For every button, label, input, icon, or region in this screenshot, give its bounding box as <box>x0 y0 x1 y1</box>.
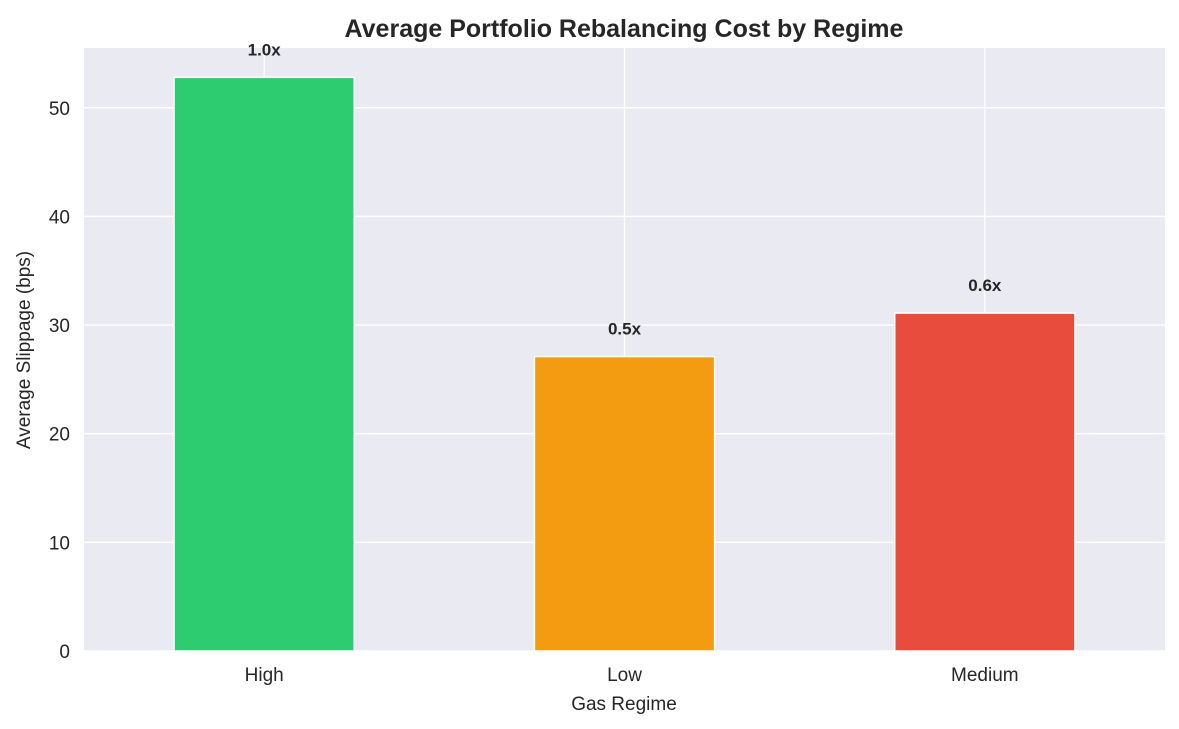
y-axis-label: Average Slippage (bps) <box>14 251 35 449</box>
bar-data-label: 1.0x <box>248 40 282 59</box>
bar-data-label: 0.6x <box>968 276 1002 295</box>
x-tick-label: High <box>245 665 284 686</box>
y-tick-label: 10 <box>49 533 70 554</box>
y-tick-labels: 0 10 20 30 40 50 <box>49 99 70 663</box>
bar-high <box>174 77 354 651</box>
chart-title: Average Portfolio Rebalancing Cost by Re… <box>345 15 904 43</box>
x-tick-label: Low <box>607 665 642 686</box>
y-tick-label: 0 <box>59 642 70 663</box>
y-tick-label: 20 <box>49 425 70 446</box>
bar-data-label: 0.5x <box>608 320 642 339</box>
y-tick-label: 50 <box>49 99 70 120</box>
x-axis-label: Gas Regime <box>571 694 677 715</box>
y-tick-label: 40 <box>49 207 70 228</box>
bar-medium <box>895 313 1075 651</box>
y-tick-label: 30 <box>49 316 70 337</box>
bar-low <box>534 357 714 651</box>
x-tick-labels: High Low Medium <box>245 665 1019 686</box>
x-tick-label: Medium <box>951 665 1019 686</box>
